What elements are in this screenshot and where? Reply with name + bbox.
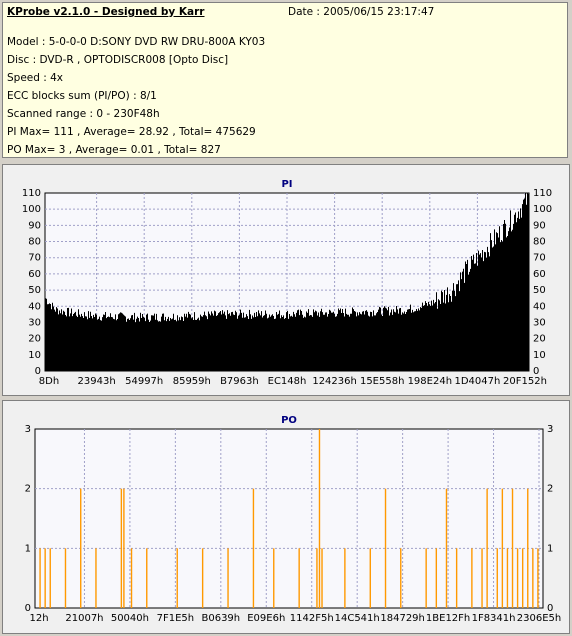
x-tick-label: E09E6h bbox=[247, 613, 285, 624]
po-stats-line: PO Max= 3 , Average= 0.01 , Total= 827 bbox=[7, 144, 221, 156]
y-tick-label-right: 3 bbox=[547, 424, 553, 435]
y-tick-label-right: 0 bbox=[533, 366, 539, 377]
x-tick-label: 50040h bbox=[111, 613, 149, 624]
y-tick-label-right: 80 bbox=[533, 237, 546, 248]
pi-chart: PI 0 0 10 10 20 20 30 30 40 40 50 50 60 60 70 70 80 80 90 90… bbox=[22, 179, 552, 387]
x-tick-label: EC148h bbox=[268, 376, 307, 387]
y-tick-label: 30 bbox=[28, 317, 41, 328]
y-tick-label: 2 bbox=[25, 484, 31, 495]
speed-line: Speed : 4x bbox=[7, 72, 64, 84]
y-tick-label-right: 100 bbox=[533, 204, 552, 215]
x-tick-label: 198E24h bbox=[408, 376, 452, 387]
pi-error-series bbox=[45, 193, 529, 371]
y-tick-label-right: 90 bbox=[533, 220, 546, 231]
y-tick-label: 80 bbox=[28, 237, 41, 248]
x-tick-label: 124236h bbox=[312, 376, 357, 387]
x-tick-label: 23943h bbox=[78, 376, 116, 387]
x-tick-label: 7F1E5h bbox=[157, 613, 195, 624]
x-tick-label: 20F152h bbox=[503, 376, 547, 387]
y-tick-label-right: 2 bbox=[547, 484, 553, 495]
x-tick-label: 1D4047h bbox=[454, 376, 500, 387]
chart-title: PO bbox=[281, 415, 297, 426]
y-tick-label: 50 bbox=[28, 285, 41, 296]
model-line: Model : 5-0-0-0 D:SONY DVD RW DRU-800A K… bbox=[7, 36, 266, 48]
y-tick-label: 1 bbox=[25, 543, 31, 554]
x-tick-label: B0639h bbox=[201, 613, 240, 624]
y-tick-label-right: 60 bbox=[533, 269, 546, 280]
y-tick-label: 0 bbox=[35, 366, 41, 377]
pi-stats-line: PI Max= 111 , Average= 28.92 , Total= 47… bbox=[7, 126, 256, 138]
y-tick-label: 60 bbox=[28, 269, 41, 280]
y-tick-label: 40 bbox=[28, 301, 41, 312]
y-tick-label: 20 bbox=[28, 334, 41, 345]
ecc-line: ECC blocks sum (PI/PO) : 8/1 bbox=[7, 90, 157, 102]
y-tick-label: 90 bbox=[28, 220, 41, 231]
x-tick-label: 15E558h bbox=[360, 376, 404, 387]
pi-chart-panel: PI 0 0 10 10 20 20 30 30 40 40 50 50 60 60 70 70 80 80 90 90… bbox=[2, 164, 570, 396]
x-tick-label: 14C541h bbox=[335, 613, 380, 624]
x-tick-label: 2306E5h bbox=[517, 613, 561, 624]
x-tick-label: B7963h bbox=[220, 376, 259, 387]
x-tick-label: 85959h bbox=[173, 376, 211, 387]
y-tick-label-right: 30 bbox=[533, 317, 546, 328]
range-line: Scanned range : 0 - 230F48h bbox=[7, 108, 160, 120]
scan-info-panel: KProbe v2.1.0 - Designed by Karr Date : … bbox=[2, 2, 568, 158]
y-tick-label: 110 bbox=[22, 188, 41, 199]
chart-title: PI bbox=[281, 179, 292, 190]
y-tick-label-right: 110 bbox=[533, 188, 552, 199]
y-tick-label-right: 0 bbox=[547, 603, 553, 614]
x-tick-label: 21007h bbox=[65, 613, 103, 624]
x-tick-label: 8Dh bbox=[39, 376, 59, 387]
y-tick-label: 3 bbox=[25, 424, 31, 435]
x-tick-label: 12h bbox=[29, 613, 48, 624]
x-tick-label: 54997h bbox=[125, 376, 163, 387]
po-chart-panel: PO 0 0 1 1 2 2 3 3 12h 21007h 50040h 7F1E5h B0639h E09… bbox=[2, 400, 570, 634]
disc-line: Disc : DVD-R , OPTODISCR008 [Opto Disc] bbox=[7, 54, 229, 66]
x-tick-label: 184729h bbox=[380, 613, 425, 624]
x-tick-label: 1142F5h bbox=[290, 613, 334, 624]
x-tick-label: 1F8341h bbox=[472, 613, 516, 624]
y-tick-label: 100 bbox=[22, 204, 41, 215]
app-title: KProbe v2.1.0 - Designed by Karr bbox=[7, 6, 205, 18]
y-tick-label-right: 1 bbox=[547, 543, 553, 554]
y-tick-label-right: 10 bbox=[533, 350, 546, 361]
y-tick-label-right: 50 bbox=[533, 285, 546, 296]
y-tick-label: 10 bbox=[28, 350, 41, 361]
y-tick-label: 70 bbox=[28, 253, 41, 264]
y-tick-label-right: 40 bbox=[533, 301, 546, 312]
po-chart: PO 0 0 1 1 2 2 3 3 12h 21007h 50040h 7F1E5h B0639h E09… bbox=[25, 415, 562, 624]
plot-area bbox=[34, 428, 544, 609]
y-tick-label-right: 70 bbox=[533, 253, 546, 264]
scan-date: Date : 2005/06/15 23:17:47 bbox=[288, 6, 435, 18]
y-tick-label-right: 20 bbox=[533, 334, 546, 345]
y-tick-label: 0 bbox=[25, 603, 31, 614]
x-tick-label: 1BE12Fh bbox=[426, 613, 470, 624]
